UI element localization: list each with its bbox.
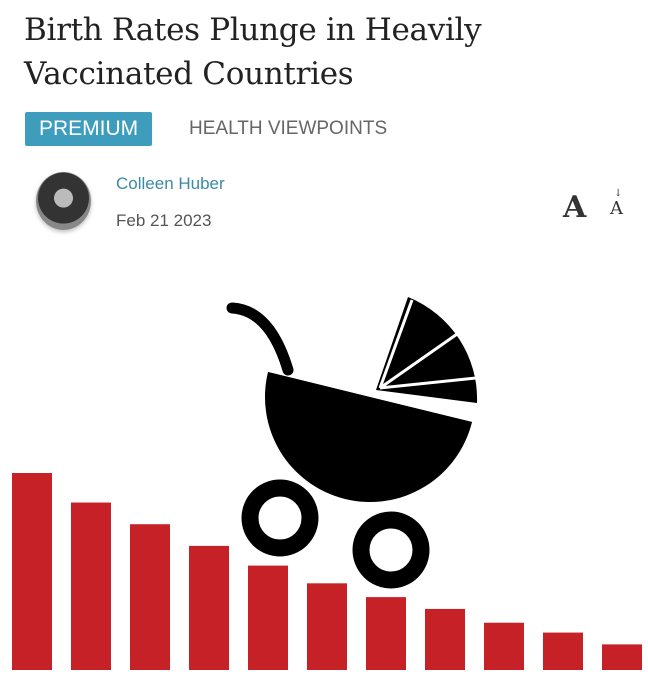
declining-bars bbox=[12, 473, 642, 670]
author-avatar[interactable] bbox=[36, 172, 91, 230]
bar bbox=[425, 608, 465, 670]
arrow-down-icon: ↓ bbox=[614, 188, 623, 199]
bar bbox=[189, 545, 229, 670]
premium-badge: PREMIUM bbox=[25, 112, 153, 146]
author-link[interactable]: Colleen Huber bbox=[116, 174, 225, 193]
publish-date: Feb 21 2023 bbox=[116, 211, 212, 230]
category-link[interactable]: HEALTH VIEWPOINTS bbox=[189, 118, 388, 139]
article-title: Birth Rates Plunge in Heavily Vaccinated… bbox=[24, 12, 482, 92]
bar bbox=[484, 622, 524, 670]
bar bbox=[543, 632, 583, 670]
bar bbox=[307, 583, 347, 670]
article-illustration bbox=[12, 297, 642, 670]
bar bbox=[248, 565, 288, 670]
font-size-decrease-button[interactable]: ↓ A bbox=[610, 188, 623, 219]
font-size-small-label: A bbox=[610, 198, 623, 219]
bar bbox=[71, 502, 111, 670]
bar bbox=[602, 644, 642, 670]
bar bbox=[130, 524, 170, 670]
font-size-increase-button[interactable]: A bbox=[563, 190, 587, 225]
baby-pram-icon bbox=[226, 297, 478, 589]
bar bbox=[12, 473, 52, 670]
bar bbox=[366, 597, 406, 670]
